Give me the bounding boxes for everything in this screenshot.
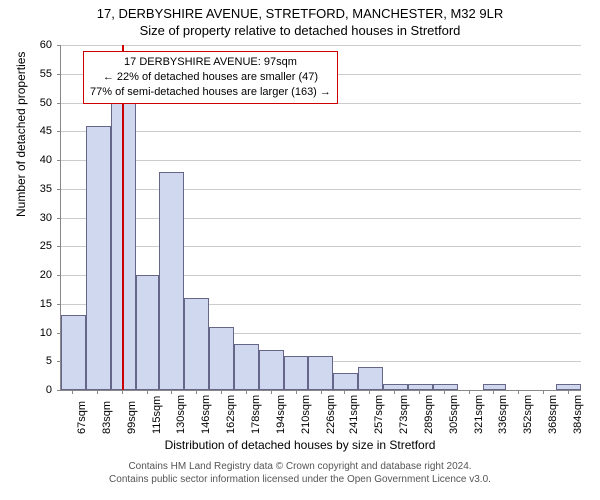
y-tick-mark <box>57 189 61 190</box>
y-tick-label: 0 <box>46 384 52 396</box>
gridline <box>61 45 581 46</box>
y-tick-label: 10 <box>40 327 52 339</box>
y-tick-label: 35 <box>40 183 52 195</box>
info-line-1: 17 DERBYSHIRE AVENUE: 97sqm <box>90 55 331 70</box>
y-tick-label: 30 <box>40 212 52 224</box>
histogram-bar <box>284 356 307 391</box>
x-tick-mark <box>321 390 322 394</box>
footer: Contains HM Land Registry data © Crown c… <box>0 460 600 486</box>
gridline <box>61 189 581 190</box>
y-tick-mark <box>57 45 61 46</box>
x-tick-mark <box>246 390 247 394</box>
info-line-2: ← 22% of detached houses are smaller (47… <box>90 70 331 85</box>
y-tick-label: 60 <box>40 39 52 51</box>
x-tick-mark <box>221 390 222 394</box>
histogram-bar <box>358 367 383 390</box>
x-tick-mark <box>568 390 569 394</box>
y-tick-mark <box>57 275 61 276</box>
x-tick-label: 289sqm <box>423 395 435 434</box>
gridline <box>61 218 581 219</box>
x-tick-label: 162sqm <box>225 395 237 434</box>
x-tick-mark <box>196 390 197 394</box>
title-main: 17, DERBYSHIRE AVENUE, STRETFORD, MANCHE… <box>0 0 600 21</box>
x-tick-label: 241sqm <box>348 395 360 434</box>
histogram-bar <box>259 350 284 390</box>
footer-line-2: Contains public sector information licen… <box>0 473 600 486</box>
x-tick-label: 115sqm <box>151 396 163 434</box>
x-tick-label: 99sqm <box>126 401 138 434</box>
histogram-bar <box>184 298 209 390</box>
x-tick-mark <box>97 390 98 394</box>
x-tick-label: 130sqm <box>175 395 187 434</box>
x-tick-mark <box>394 390 395 394</box>
x-tick-label: 67sqm <box>76 401 88 434</box>
x-tick-label: 194sqm <box>275 395 287 434</box>
histogram-bar <box>308 356 333 391</box>
x-tick-mark <box>271 390 272 394</box>
y-tick-mark <box>57 74 61 75</box>
x-axis-labels: 67sqm 83sqm 99sqm 115sqm 130sqm 146sqm 162sqm 1… <box>60 390 580 440</box>
info-box: 17 DERBYSHIRE AVENUE: 97sqm ← 22% of det… <box>83 51 338 104</box>
histogram-bar <box>86 126 111 391</box>
y-tick-label: 55 <box>40 68 52 80</box>
x-tick-label: 321sqm <box>473 395 485 434</box>
x-tick-mark <box>518 390 519 394</box>
histogram-bar <box>234 344 259 390</box>
x-tick-label: 384sqm <box>572 395 584 434</box>
plot-area: 17 DERBYSHIRE AVENUE: 97sqm ← 22% of det… <box>60 45 581 391</box>
y-axis-labels: 051015202530354045505560 <box>0 45 56 390</box>
x-tick-mark <box>493 390 494 394</box>
y-tick-mark <box>57 103 61 104</box>
x-tick-mark <box>419 390 420 394</box>
chart-container: 17, DERBYSHIRE AVENUE, STRETFORD, MANCHE… <box>0 0 600 500</box>
x-tick-label: 352sqm <box>522 395 534 434</box>
y-tick-label: 20 <box>40 269 52 281</box>
x-tick-mark <box>369 390 370 394</box>
histogram-bar <box>136 275 159 390</box>
histogram-bar <box>333 373 358 390</box>
x-tick-mark <box>122 390 123 394</box>
y-tick-label: 15 <box>40 298 52 310</box>
title-sub: Size of property relative to detached ho… <box>0 21 600 38</box>
x-tick-mark <box>444 390 445 394</box>
x-tick-label: 210sqm <box>300 395 312 434</box>
info-line-3: 77% of semi-detached houses are larger (… <box>90 85 331 100</box>
x-tick-mark <box>147 390 148 394</box>
y-tick-label: 40 <box>40 154 52 166</box>
y-tick-mark <box>57 131 61 132</box>
footer-line-1: Contains HM Land Registry data © Crown c… <box>0 460 600 473</box>
x-axis-title: Distribution of detached houses by size … <box>0 438 600 452</box>
gridline <box>61 131 581 132</box>
x-tick-mark <box>543 390 544 394</box>
x-tick-mark <box>72 390 73 394</box>
y-tick-label: 25 <box>40 240 52 252</box>
x-tick-label: 273sqm <box>398 395 410 434</box>
histogram-bar <box>61 315 86 390</box>
histogram-bar <box>159 172 184 391</box>
y-tick-label: 5 <box>46 355 52 367</box>
y-tick-mark <box>57 304 61 305</box>
y-tick-label: 45 <box>40 125 52 137</box>
x-tick-label: 257sqm <box>373 395 385 434</box>
x-tick-label: 368sqm <box>547 395 559 434</box>
x-tick-mark <box>344 390 345 394</box>
histogram-bar <box>209 327 234 390</box>
gridline <box>61 160 581 161</box>
x-tick-label: 146sqm <box>200 395 212 434</box>
y-tick-label: 50 <box>40 97 52 109</box>
x-tick-label: 305sqm <box>448 395 460 434</box>
x-tick-label: 336sqm <box>497 395 509 434</box>
x-tick-mark <box>469 390 470 394</box>
x-tick-label: 83sqm <box>101 401 113 434</box>
x-tick-label: 226sqm <box>325 395 337 434</box>
y-tick-mark <box>57 246 61 247</box>
gridline <box>61 246 581 247</box>
y-tick-mark <box>57 218 61 219</box>
x-tick-label: 178sqm <box>250 395 262 434</box>
x-tick-mark <box>171 390 172 394</box>
y-tick-mark <box>57 160 61 161</box>
x-tick-mark <box>296 390 297 394</box>
